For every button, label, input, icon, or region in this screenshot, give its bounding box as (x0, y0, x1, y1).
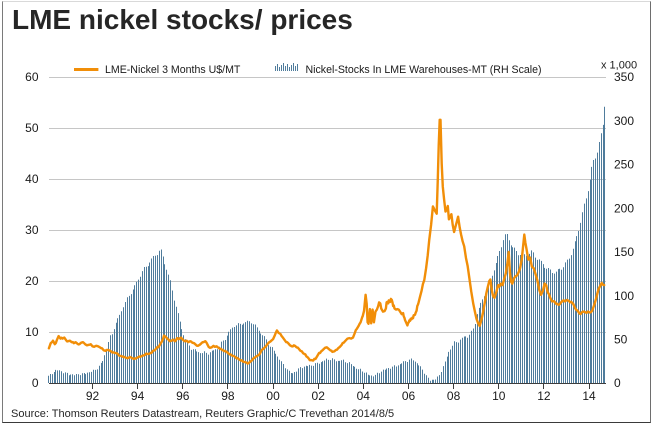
svg-text:94: 94 (131, 389, 145, 403)
svg-text:98: 98 (221, 389, 235, 403)
svg-text:12: 12 (537, 389, 551, 403)
svg-text:40: 40 (25, 172, 39, 186)
svg-text:150: 150 (614, 245, 634, 259)
svg-text:30: 30 (25, 223, 39, 237)
svg-text:250: 250 (614, 158, 634, 172)
svg-text:02: 02 (312, 389, 326, 403)
svg-text:14: 14 (582, 389, 596, 403)
svg-text:10: 10 (492, 389, 506, 403)
svg-text:100: 100 (614, 289, 634, 303)
svg-text:08: 08 (447, 389, 461, 403)
svg-text:00: 00 (266, 389, 280, 403)
svg-text:50: 50 (25, 121, 39, 135)
svg-text:92: 92 (86, 389, 100, 403)
svg-text:04: 04 (357, 389, 371, 403)
svg-text:96: 96 (176, 389, 190, 403)
svg-text:200: 200 (614, 201, 634, 215)
svg-text:60: 60 (25, 70, 39, 84)
svg-text:0: 0 (614, 376, 621, 390)
svg-text:10: 10 (25, 325, 39, 339)
svg-text:300: 300 (614, 114, 634, 128)
svg-text:LME-Nickel 3 Months U$/MT: LME-Nickel 3 Months U$/MT (105, 64, 241, 76)
svg-text:x 1,000: x 1,000 (601, 60, 637, 72)
svg-text:0: 0 (32, 376, 39, 390)
svg-text:06: 06 (402, 389, 416, 403)
svg-text:20: 20 (25, 274, 39, 288)
svg-text:Nickel-Stocks In LME Warehouse: Nickel-Stocks In LME Warehouses-MT (RH S… (306, 64, 542, 76)
svg-text:50: 50 (614, 333, 628, 347)
svg-text:350: 350 (614, 70, 634, 84)
